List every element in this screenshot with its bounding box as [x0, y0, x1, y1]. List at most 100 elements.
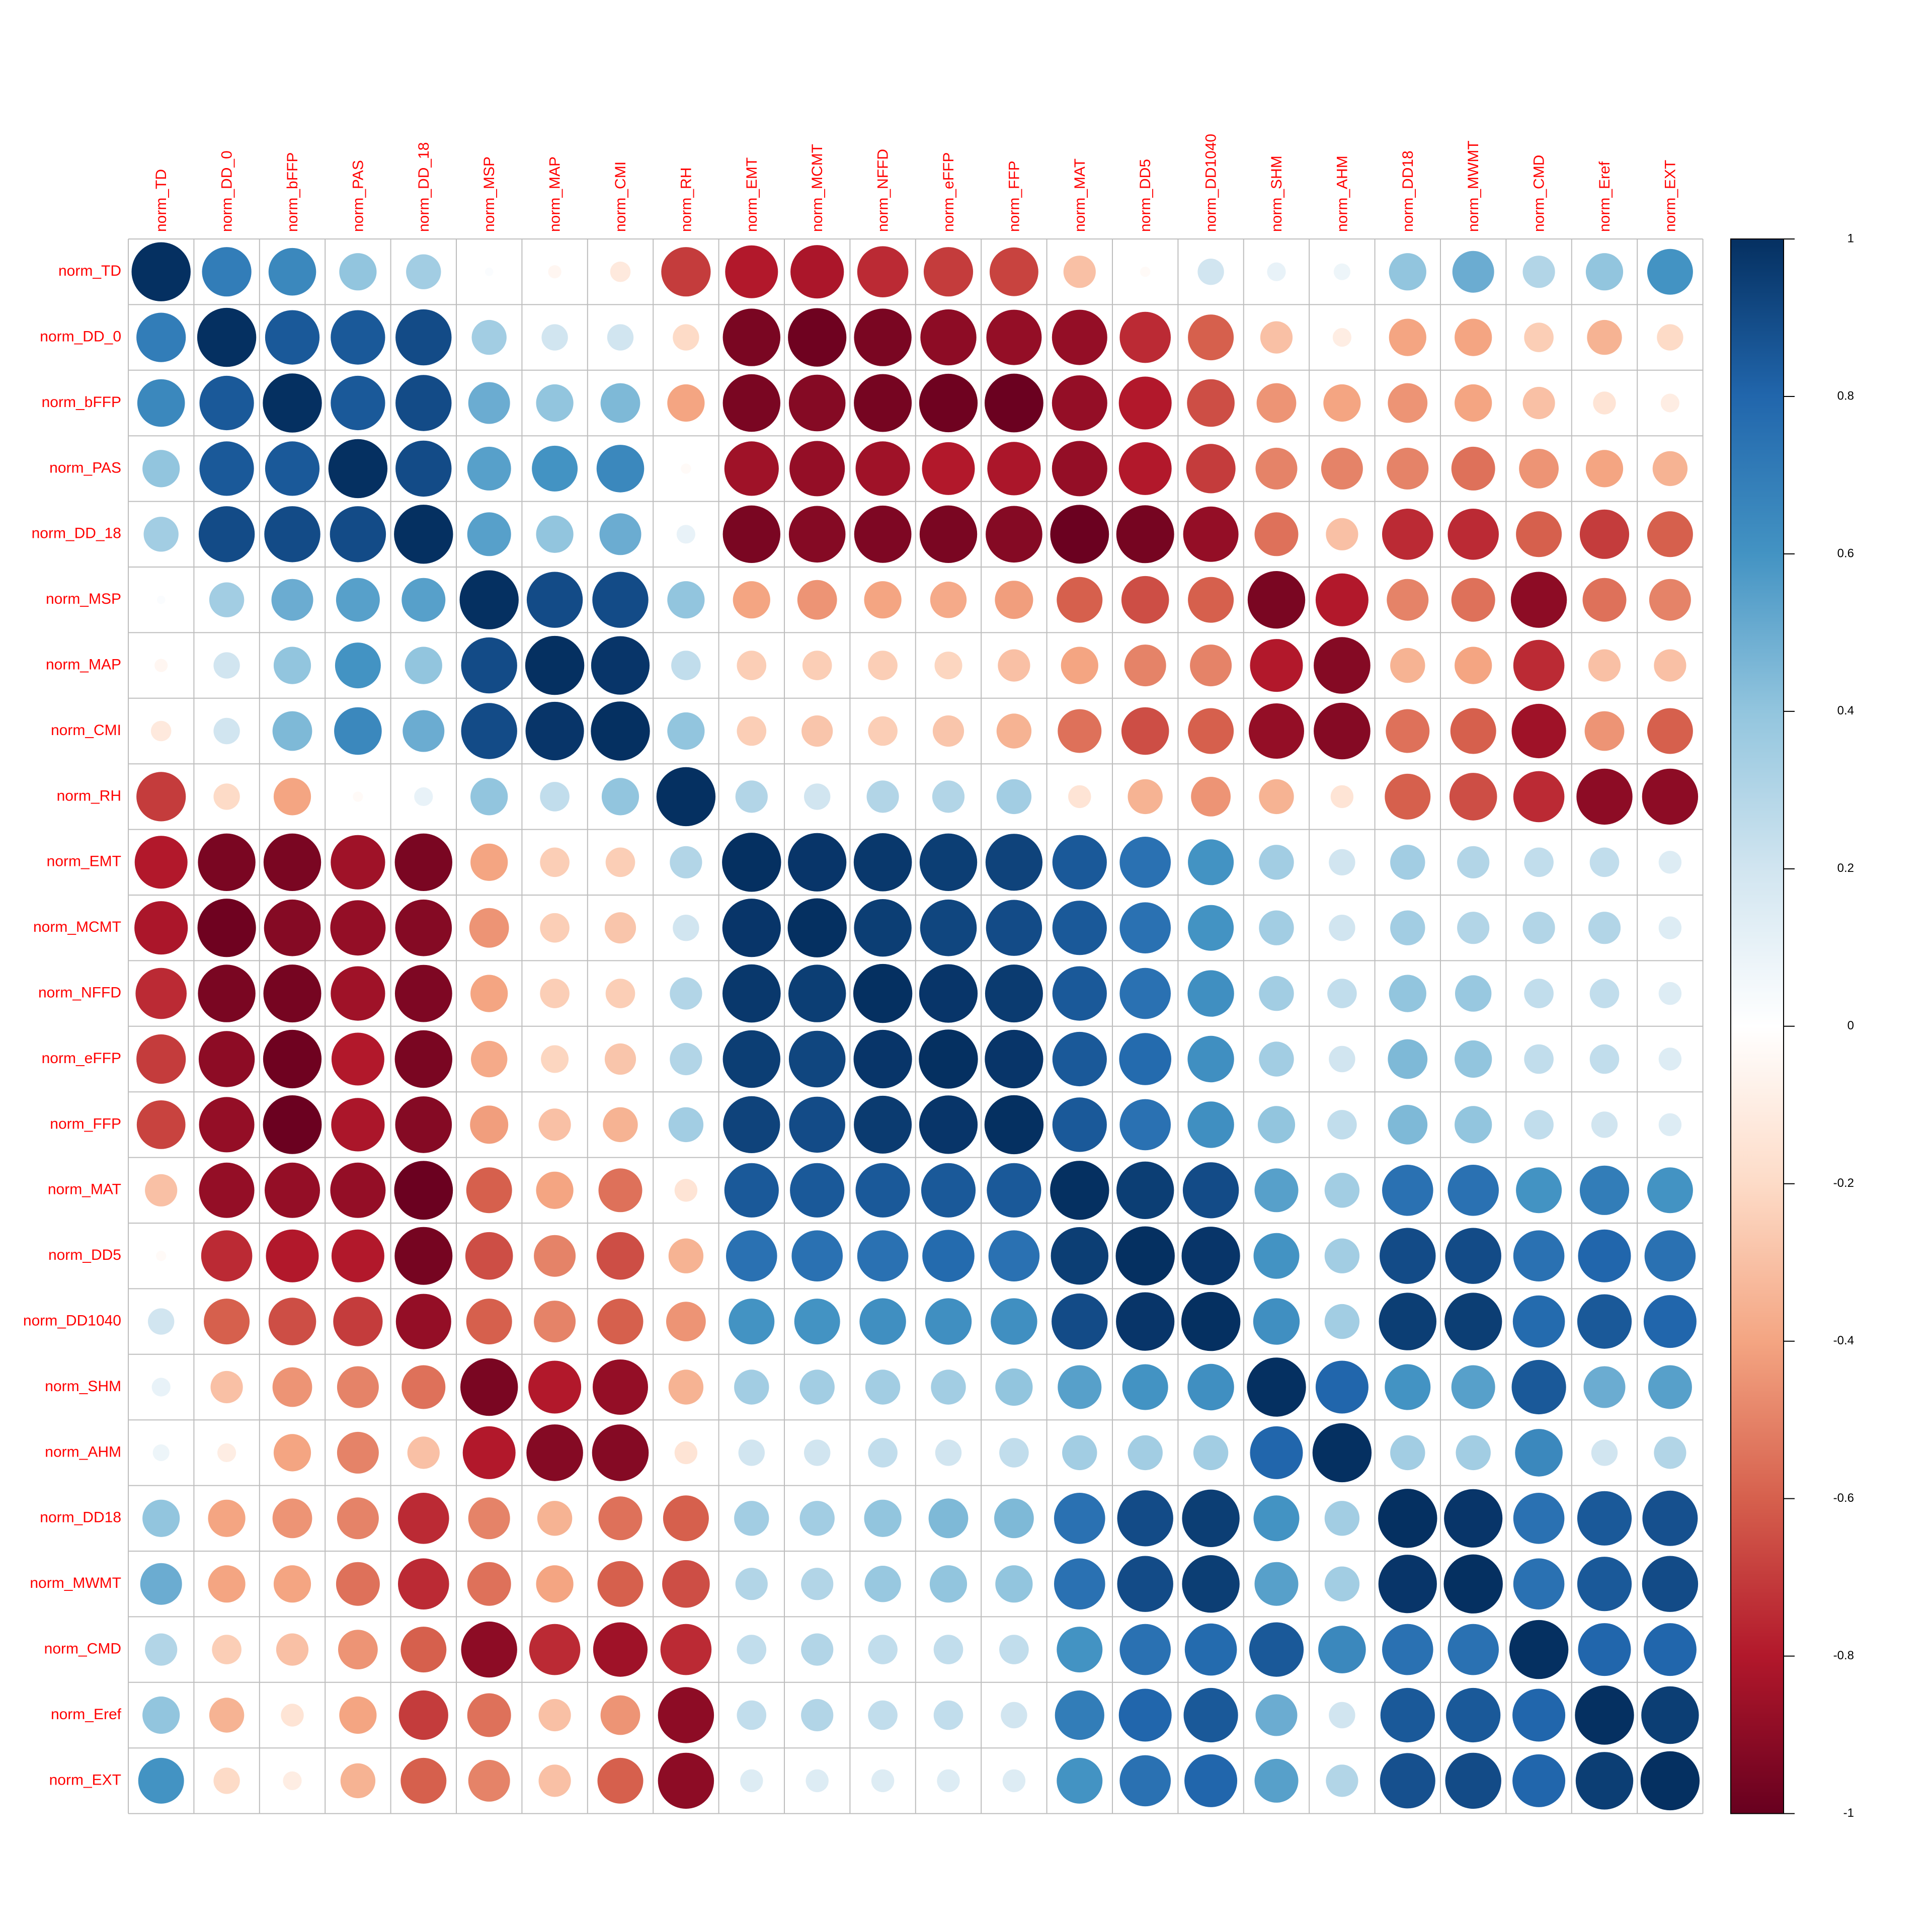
corr-circle-norm_DD_0-norm_CMD	[1524, 323, 1554, 352]
corr-circle-norm_PAS-norm_FFP	[987, 442, 1041, 496]
corr-circle-norm_MAT-norm_MAT	[1050, 1161, 1109, 1220]
corr-circle-norm_RH-norm_MSP	[470, 778, 508, 816]
corr-circle-norm_AHM-norm_Eref	[1591, 1439, 1618, 1466]
corr-circle-norm_MAP-norm_DD5	[1124, 645, 1166, 687]
corr-circle-norm_DD1040-norm_AHM	[1324, 1304, 1360, 1339]
corr-circle-norm_MWMT-norm_EXT	[1642, 1556, 1699, 1612]
corr-circle-norm_DD_0-norm_DD_18	[395, 309, 452, 366]
corr-circle-norm_MAP-norm_NFFD	[868, 651, 898, 680]
corr-circle-norm_TD-norm_DD_0	[202, 247, 252, 297]
column-label-norm_MSP: norm_MSP	[481, 156, 498, 232]
corr-circle-norm_RH-norm_DD18	[1385, 773, 1431, 820]
corr-circle-norm_SHM-norm_NFFD	[865, 1370, 901, 1405]
corr-circle-norm_AHM-norm_DD5	[1128, 1435, 1163, 1471]
corr-circle-norm_SHM-norm_SHM	[1247, 1357, 1306, 1417]
corr-circle-norm_AHM-norm_bFFP	[273, 1434, 311, 1472]
corr-circle-norm_MWMT-norm_PAS	[336, 1562, 380, 1606]
corr-circle-norm_DD1040-norm_RH	[666, 1302, 706, 1342]
corr-circle-norm_MAT-norm_AHM	[1324, 1173, 1360, 1208]
corr-circle-norm_DD_18-norm_EMT	[722, 505, 781, 563]
corr-circle-norm_FFP-norm_EMT	[723, 1096, 780, 1153]
corr-circle-norm_MCMT-norm_TD	[134, 901, 188, 955]
corr-circle-norm_DD5-norm_TD	[156, 1251, 167, 1261]
corr-circle-norm_MAP-norm_TD	[154, 659, 168, 672]
color-legend-tick-label: 1	[1847, 231, 1854, 245]
corr-circle-norm_DD_0-norm_Eref	[1587, 319, 1622, 355]
corr-circle-norm_DD_0-norm_AHM	[1332, 328, 1351, 347]
corr-circle-norm_RH-norm_EXT	[1642, 768, 1699, 825]
corr-circle-norm_eFFP-norm_MSP	[471, 1040, 508, 1078]
row-label-norm_Eref: norm_Eref	[51, 1706, 122, 1723]
corr-circle-norm_EMT-norm_MAT	[1052, 835, 1107, 890]
corr-circle-norm_EXT-norm_Eref	[1575, 1752, 1634, 1810]
corr-circle-norm_DD1040-norm_TD	[148, 1308, 175, 1335]
corr-circle-norm_MCMT-norm_eFFP	[920, 899, 977, 956]
corr-circle-norm_FFP-norm_CMD	[1524, 1110, 1554, 1140]
corr-circle-norm_EMT-norm_MCMT	[788, 833, 847, 892]
corr-circle-norm_Eref-norm_PAS	[339, 1696, 377, 1734]
corr-circle-norm_MSP-norm_CMI	[592, 572, 649, 628]
corr-circle-norm_MCMT-norm_SHM	[1259, 910, 1294, 945]
corr-circle-norm_MCMT-norm_bFFP	[264, 899, 321, 956]
column-label-norm_FFP: norm_FFP	[1006, 160, 1022, 232]
corr-circle-norm_NFFD-norm_EXT	[1658, 982, 1682, 1005]
corr-circle-norm_MWMT-norm_RH	[662, 1560, 710, 1608]
corr-circle-norm_MSP-norm_bFFP	[271, 579, 313, 621]
corr-circle-norm_CMD-norm_DD5	[1119, 1624, 1171, 1675]
corr-circle-norm_RH-norm_EMT	[735, 780, 768, 813]
column-label-norm_DD1040: norm_DD1040	[1203, 134, 1220, 232]
column-label-norm_MCMT: norm_MCMT	[809, 144, 826, 232]
corr-circle-norm_PAS-norm_CMD	[1519, 449, 1559, 489]
corr-circle-norm_Eref-norm_EXT	[1641, 1686, 1699, 1744]
corr-circle-norm_MCMT-norm_DD18	[1390, 910, 1425, 945]
corr-circle-norm_eFFP-norm_CMD	[1524, 1044, 1554, 1074]
corr-circle-norm_EXT-norm_PAS	[340, 1763, 376, 1799]
corr-circle-norm_EMT-norm_MAP	[540, 847, 570, 877]
corr-circle-norm_bFFP-norm_DD5	[1118, 376, 1172, 430]
corr-circle-norm_FFP-norm_PAS	[331, 1098, 385, 1152]
corr-circle-norm_RH-norm_DD1040	[1191, 777, 1231, 817]
corr-circle-norm_EMT-norm_EXT	[1658, 851, 1682, 874]
row-label-norm_CMI: norm_CMI	[51, 722, 121, 739]
corr-circle-norm_AHM-norm_SHM	[1250, 1426, 1303, 1479]
corr-circle-norm_DD5-norm_CMD	[1513, 1230, 1565, 1281]
corr-circle-norm_MAT-norm_PAS	[330, 1162, 386, 1218]
corr-circle-norm_RH-norm_CMD	[1513, 771, 1565, 823]
corr-circle-norm_DD18-norm_MSP	[468, 1497, 510, 1540]
corr-circle-norm_MAT-norm_DD5	[1116, 1161, 1174, 1219]
corr-circle-norm_DD_18-norm_eFFP	[919, 505, 978, 563]
corr-circle-norm_MSP-norm_EXT	[1649, 579, 1691, 621]
corr-circle-norm_TD-norm_MSP	[485, 267, 494, 276]
corr-circle-norm_DD5-norm_CMI	[596, 1232, 645, 1280]
corr-circle-norm_MWMT-norm_CMD	[1513, 1558, 1565, 1609]
corr-circle-norm_DD_18-norm_TD	[143, 517, 179, 552]
corr-circle-norm_bFFP-norm_eFFP	[919, 373, 978, 433]
color-legend-tick-label: -1	[1843, 1806, 1854, 1820]
corr-circle-norm_CMI-norm_CMI	[591, 701, 650, 761]
column-label-norm_CMD: norm_CMD	[1531, 155, 1548, 232]
corr-circle-norm_TD-norm_CMI	[610, 261, 631, 282]
corr-circle-norm_DD18-norm_CMI	[598, 1496, 642, 1541]
corr-circle-norm_MSP-norm_MCMT	[797, 580, 837, 620]
column-label-norm_PAS: norm_PAS	[350, 160, 366, 232]
corr-circle-norm_EXT-norm_DD_18	[400, 1757, 447, 1804]
corr-circle-norm_TD-norm_CMD	[1522, 256, 1555, 288]
corr-circle-norm_MWMT-norm_MAP	[536, 1565, 574, 1603]
color-legend-bar	[1730, 238, 1784, 1814]
corr-circle-norm_MAP-norm_MSP	[461, 637, 517, 694]
row-label-norm_TD: norm_TD	[58, 263, 121, 279]
corr-circle-norm_CMI-norm_DD1040	[1188, 708, 1234, 754]
corr-circle-norm_CMD-norm_bFFP	[276, 1633, 309, 1666]
corr-circle-norm_SHM-norm_DD_18	[401, 1365, 446, 1409]
corr-circle-norm_AHM-norm_MCMT	[804, 1439, 831, 1466]
column-label-norm_SHM: norm_SHM	[1268, 155, 1285, 232]
corr-circle-norm_bFFP-norm_NFFD	[854, 374, 912, 432]
corr-circle-norm_EMT-norm_EMT	[722, 833, 781, 892]
corr-circle-norm_NFFD-norm_MAP	[540, 979, 570, 1008]
corr-circle-norm_SHM-norm_DD_0	[210, 1371, 243, 1404]
corr-circle-norm_MAP-norm_RH	[671, 651, 701, 680]
corr-circle-norm_FFP-norm_EXT	[1658, 1113, 1682, 1137]
corr-circle-norm_AHM-norm_MSP	[462, 1426, 516, 1479]
corr-circle-norm_NFFD-norm_DD18	[1389, 975, 1426, 1012]
color-legend-tick-label: -0.4	[1833, 1334, 1854, 1347]
